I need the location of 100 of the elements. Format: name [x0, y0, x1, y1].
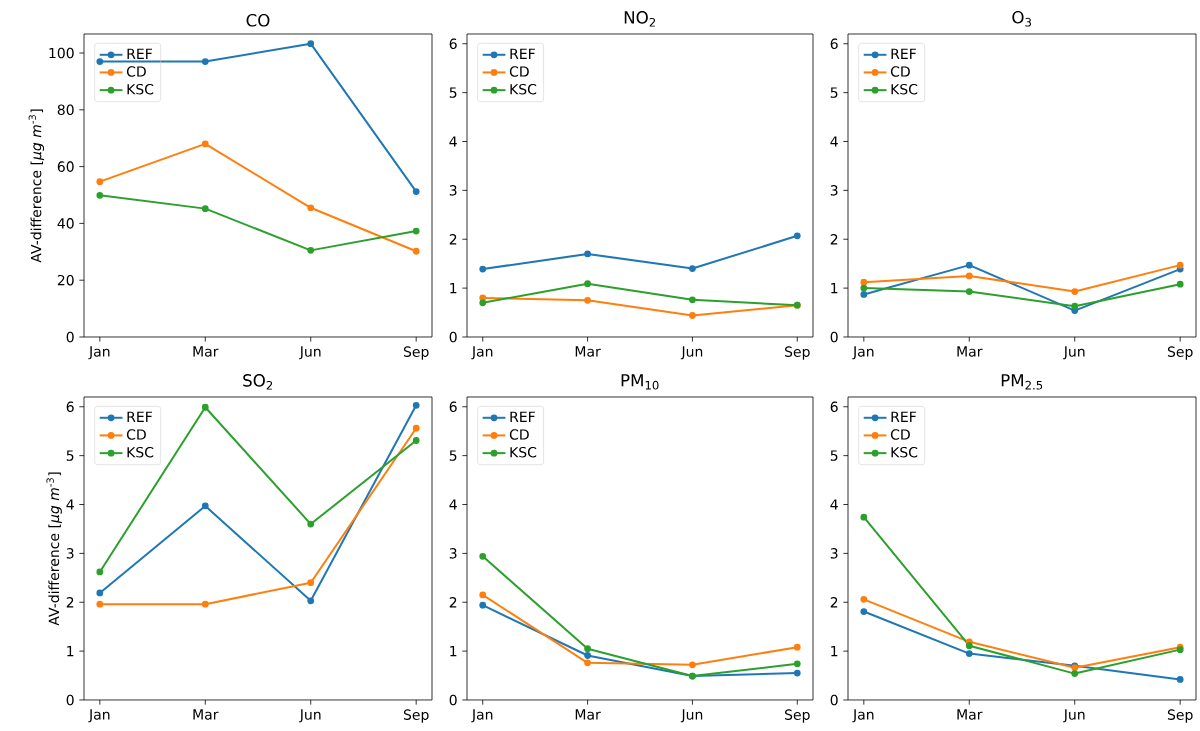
point — [96, 600, 104, 608]
legend-label: CD — [126, 429, 146, 440]
y-tick-label: 0 — [830, 331, 838, 343]
x-tick-label: Jan — [471, 709, 493, 723]
chart-title: PM$_{10}$ — [621, 374, 659, 390]
point — [96, 589, 104, 597]
legend-label: KSC — [891, 83, 918, 95]
point — [479, 591, 487, 599]
x-tick-label: Jan — [852, 709, 874, 723]
y-tick-label: 3 — [449, 185, 457, 196]
x-tick-label: Mar — [193, 709, 219, 720]
point — [307, 597, 315, 605]
y-tick-label: 3 — [449, 548, 457, 559]
point — [584, 296, 591, 304]
x-tick-label: Jun — [299, 709, 321, 723]
chart-title: SO$_{2}$ — [243, 374, 273, 390]
point — [96, 568, 104, 576]
point — [689, 661, 696, 669]
x-tick-label: Jun — [1063, 346, 1085, 360]
x-tick-label: Jan — [471, 346, 493, 360]
point — [1071, 307, 1079, 314]
legend-label: KSC — [510, 83, 537, 95]
point — [479, 552, 487, 560]
y-tick-label: 0 — [830, 694, 838, 706]
x-tick-label: Jan — [88, 346, 110, 360]
legend-label: CD — [509, 429, 529, 440]
chart-title: CO — [246, 13, 270, 27]
y-tick-label: 0 — [66, 694, 74, 706]
point — [860, 595, 868, 603]
point — [201, 502, 209, 510]
y-tick-label: 1 — [450, 283, 457, 294]
chart-title: NO$_{2}$ — [624, 11, 655, 27]
chart-title: PM$_{2.5}$ — [1001, 374, 1043, 390]
y-tick-label: 6 — [830, 401, 838, 413]
point — [479, 299, 487, 307]
y-tick-label: 6 — [830, 38, 838, 50]
y-tick-label: 5 — [449, 450, 457, 461]
point — [860, 513, 868, 521]
y-tick-label: 6 — [449, 38, 457, 50]
point — [201, 600, 209, 608]
legend-label: KSC — [127, 83, 154, 95]
y-tick-label: 20 — [57, 274, 74, 286]
x-tick-label: Mar — [575, 709, 601, 720]
point — [201, 403, 209, 411]
legend-label: CD — [126, 66, 146, 77]
point — [307, 520, 315, 528]
y-tick-label: 2 — [66, 597, 74, 608]
point — [201, 58, 209, 65]
x-tick-label: Sep — [403, 346, 429, 360]
point — [307, 40, 315, 48]
point — [96, 191, 104, 199]
point — [307, 579, 315, 587]
legend-label: REF — [891, 48, 916, 59]
legend-label: KSC — [127, 446, 154, 458]
y-tick-label: 4 — [66, 499, 74, 510]
point — [584, 652, 591, 659]
x-tick-label: Sep — [1167, 709, 1193, 723]
point — [96, 178, 104, 186]
y-tick-label: 1 — [831, 283, 838, 294]
y-tick-label: 5 — [66, 450, 74, 461]
point — [412, 424, 420, 432]
point — [307, 204, 315, 212]
y-tick-label: 2 — [830, 597, 838, 608]
chart-title: O$_{3}$ — [1012, 10, 1031, 27]
point — [793, 643, 801, 651]
legend-label: CD — [890, 66, 910, 77]
point — [793, 660, 801, 668]
y-axis-title: AV-difference [μg m$^{-3}$] — [46, 472, 62, 626]
legend-label: CD — [890, 429, 910, 440]
legend-label: REF — [510, 48, 535, 59]
y-tick-label: 0 — [66, 331, 74, 343]
x-tick-label: Sep — [785, 709, 810, 723]
point — [479, 601, 487, 609]
y-tick-label: 4 — [830, 499, 838, 510]
point — [793, 232, 801, 240]
x-tick-label: Sep — [785, 346, 810, 360]
x-tick-label: Mar — [957, 709, 983, 720]
legend-label: KSC — [510, 446, 537, 458]
point — [201, 140, 209, 148]
y-axis-title: AV-difference [μg m$^{-3}$] — [28, 109, 45, 263]
x-tick-label: Sep — [403, 709, 429, 723]
x-tick-label: Mar — [575, 346, 601, 357]
point — [965, 288, 973, 295]
x-tick-label: Jan — [88, 709, 110, 723]
point — [412, 437, 420, 444]
point — [307, 246, 315, 254]
y-tick-label: 4 — [449, 499, 457, 510]
y-tick-label: 5 — [449, 87, 457, 98]
point — [965, 642, 973, 650]
x-tick-label: Mar — [957, 346, 983, 357]
point — [860, 291, 868, 298]
point — [965, 650, 973, 657]
point — [412, 401, 420, 409]
point — [689, 312, 696, 319]
point — [689, 296, 696, 304]
y-tick-label: 4 — [449, 136, 457, 147]
point — [860, 278, 868, 286]
y-tick-label: 3 — [830, 185, 838, 196]
y-tick-label: 2 — [449, 234, 457, 245]
point — [1176, 280, 1184, 288]
